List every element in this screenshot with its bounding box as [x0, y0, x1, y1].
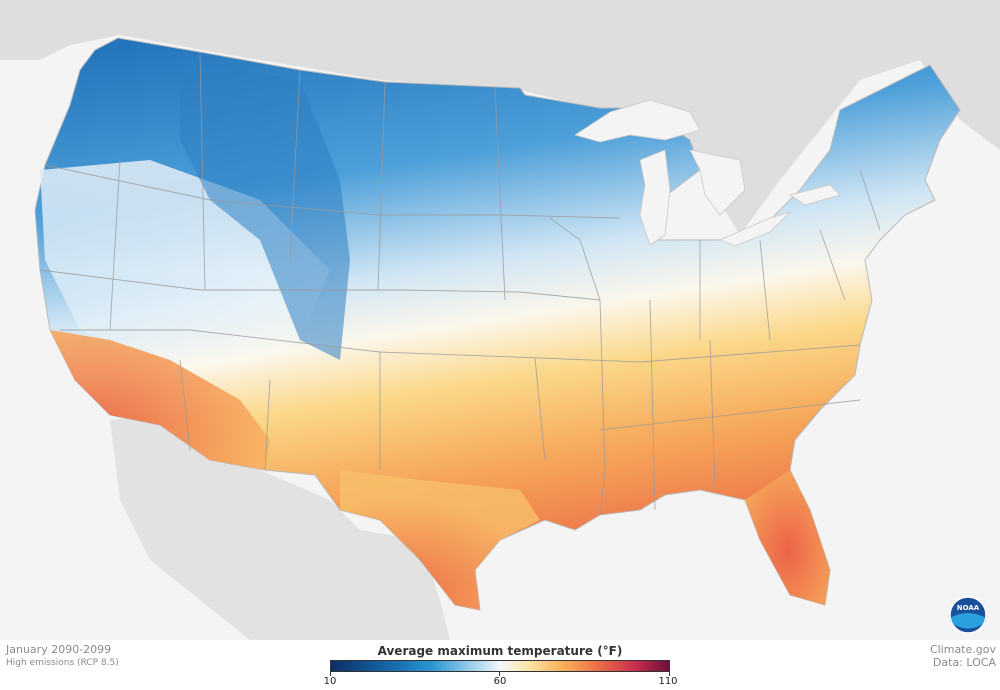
temperature-map: NOAA [0, 0, 1000, 640]
lake-huron [689, 149, 746, 216]
lake-michigan [639, 149, 671, 246]
canada-land [0, 0, 1000, 235]
scenario-label: High emissions (RCP 8.5) [6, 658, 119, 668]
texas-warm [340, 470, 540, 610]
state-borders [39, 51, 881, 516]
florida-warm [745, 470, 830, 605]
legend-tick-mid [499, 672, 500, 676]
noaa-logo-text: NOAA [957, 604, 980, 612]
lake-ontario [789, 184, 841, 206]
lake-erie [718, 211, 791, 247]
data-source-label: Data: LOCA [932, 656, 996, 669]
period-label: January 2090-2099 [6, 643, 112, 656]
legend-label-min: 10 [323, 676, 337, 687]
legend-tick-min [330, 672, 331, 676]
noaa-logo-icon [949, 596, 987, 634]
desert-southwest-warm [50, 330, 270, 470]
legend-tick-max [669, 672, 670, 676]
footer: January 2090-2099 High emissions (RCP 8.… [0, 640, 1000, 690]
credit-label: Climate.gov [929, 643, 996, 656]
legend-color-bar [330, 660, 670, 672]
legend-label-max: 110 [658, 676, 678, 687]
lake-superior [574, 99, 701, 143]
rockies-cold [180, 60, 350, 360]
mexico-land [110, 415, 450, 640]
legend-label-mid: 60 [493, 676, 507, 687]
legend-title: Average maximum temperature (°F) [377, 644, 623, 658]
